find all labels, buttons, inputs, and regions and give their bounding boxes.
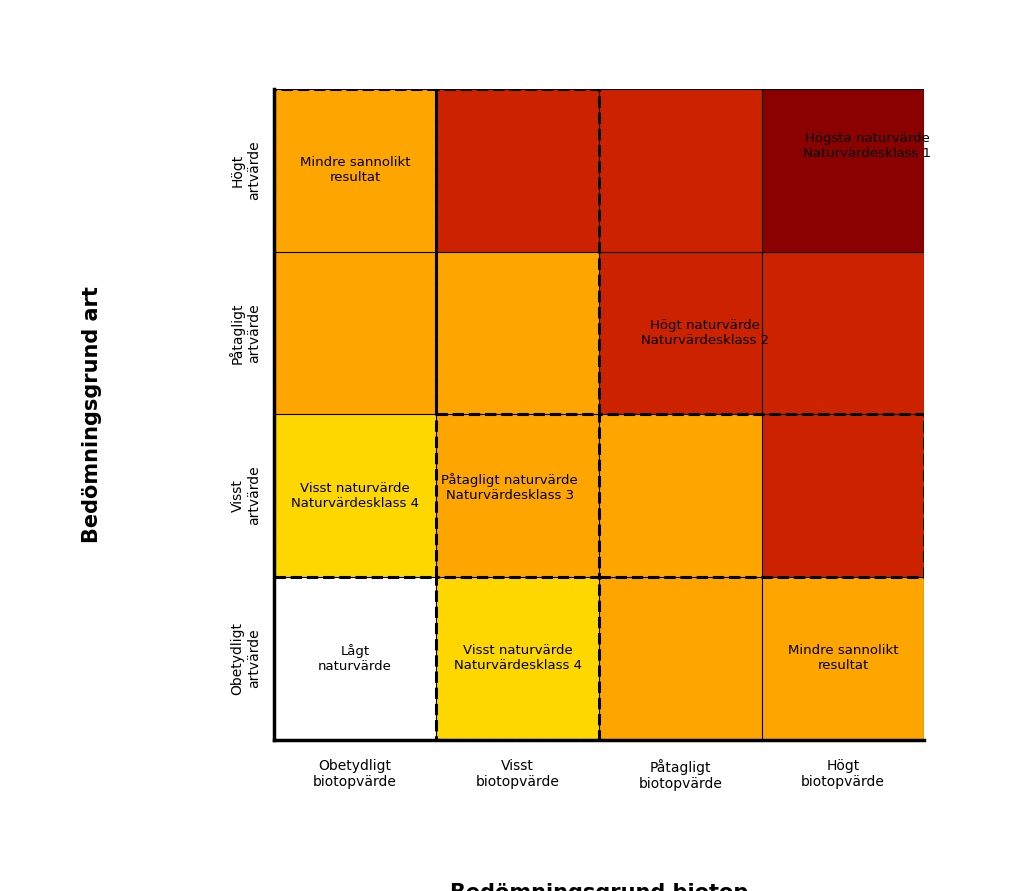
Text: Visst
biotopvärde: Visst biotopvärde xyxy=(476,759,560,789)
Bar xyxy=(599,89,762,251)
Text: Visst
artvärde: Visst artvärde xyxy=(230,466,261,526)
Text: Mindre sannolikt
resultat: Mindre sannolikt resultat xyxy=(300,157,411,184)
Bar xyxy=(273,577,436,740)
Text: Högt naturvärde
Naturvärdesklass 2: Högt naturvärde Naturvärdesklass 2 xyxy=(641,319,769,347)
Text: Obetydligt
biotopvärde: Obetydligt biotopvärde xyxy=(313,759,397,789)
Bar xyxy=(436,252,599,414)
Text: Påtagligt
biotopvärde: Påtagligt biotopvärde xyxy=(638,759,722,791)
Text: Högt
artvärde: Högt artvärde xyxy=(230,141,261,200)
Text: Bedömningsgrund biotop: Bedömningsgrund biotop xyxy=(450,883,749,891)
Bar xyxy=(599,577,762,740)
Text: Högsta naturvärde
Naturvärdesklass 1: Högsta naturvärde Naturvärdesklass 1 xyxy=(803,132,932,160)
Bar xyxy=(436,414,599,577)
Text: Påtagligt
artvärde: Påtagligt artvärde xyxy=(228,302,261,364)
Bar xyxy=(762,89,925,251)
Bar xyxy=(273,89,436,251)
Text: Obetydligt
artvärde: Obetydligt artvärde xyxy=(230,622,261,695)
Bar xyxy=(762,414,925,577)
Bar xyxy=(436,577,599,740)
Bar xyxy=(436,89,599,251)
Text: Visst naturvärde
Naturvärdesklass 4: Visst naturvärde Naturvärdesklass 4 xyxy=(454,644,582,672)
Bar xyxy=(762,577,925,740)
Bar xyxy=(436,577,599,740)
Bar xyxy=(599,252,762,414)
Bar xyxy=(273,252,436,414)
Bar xyxy=(273,89,436,577)
Bar xyxy=(273,414,436,577)
Bar xyxy=(436,89,599,414)
Text: Mindre sannolikt
resultat: Mindre sannolikt resultat xyxy=(787,644,898,672)
Bar xyxy=(762,252,925,414)
Text: Högt
biotopvärde: Högt biotopvärde xyxy=(801,759,885,789)
Bar xyxy=(599,414,925,577)
Bar xyxy=(599,414,762,577)
Text: Påtagligt naturvärde
Naturvärdesklass 3: Påtagligt naturvärde Naturvärdesklass 3 xyxy=(441,473,578,502)
Text: Bedömningsgrund art: Bedömningsgrund art xyxy=(82,286,101,543)
Text: Visst naturvärde
Naturvärdesklass 4: Visst naturvärde Naturvärdesklass 4 xyxy=(291,482,419,510)
Text: Lågt
naturvärde: Lågt naturvärde xyxy=(318,643,392,673)
